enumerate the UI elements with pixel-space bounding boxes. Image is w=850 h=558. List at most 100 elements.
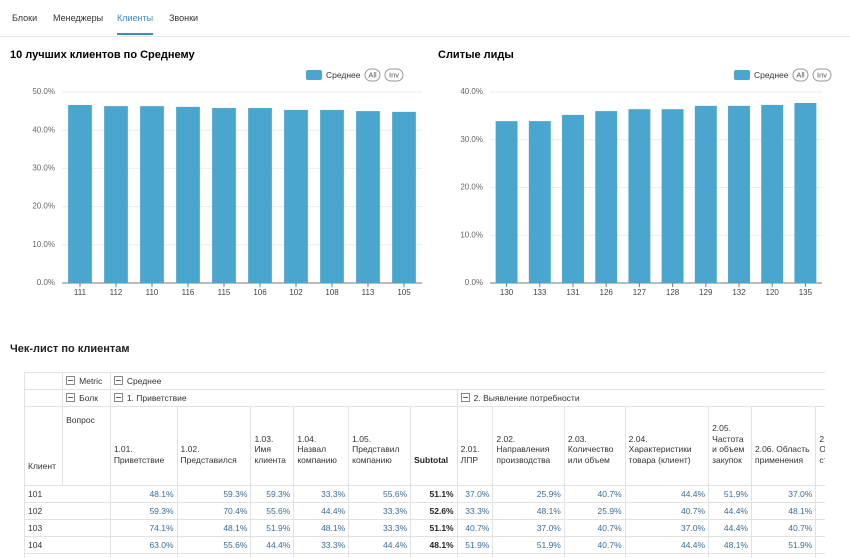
value-cell: 55.6% (250, 502, 295, 520)
value-cell-text: 51.9% (266, 523, 291, 533)
x-tick-label: 106 (253, 288, 267, 297)
value-cell-text: 37.0% (465, 489, 490, 499)
value-cell: 44.4% (708, 502, 752, 520)
x-tick-label: 102 (289, 288, 303, 297)
tab[interactable]: Блоки (12, 13, 38, 23)
value-cell: 40.7% (563, 519, 626, 537)
question-label-text: Вопрос (66, 415, 95, 425)
client-label: Клиент (24, 406, 64, 486)
value-cell-text: 59.3% (223, 489, 248, 499)
legend-button-label[interactable]: Inv (389, 70, 399, 79)
metric-label-text: Metric (79, 376, 103, 386)
column-header-text: 1.02. Представился (180, 444, 237, 465)
collapse-toggle[interactable] (113, 376, 123, 385)
bar (562, 114, 584, 283)
value-cell-text: 63.0% (149, 540, 174, 550)
legend-label: Среднее (754, 70, 789, 80)
client-label-text: Клиент (28, 460, 56, 471)
legend-button-label[interactable]: All (796, 70, 805, 79)
group-header: 2. Выявление потребности (456, 389, 825, 407)
value-cell: 44.4% (348, 536, 412, 554)
legend-button-label[interactable]: Inv (817, 70, 827, 79)
legend-button[interactable] (792, 68, 809, 82)
value-cell-text: 55.6% (266, 506, 291, 516)
value-cell: 48.1% (708, 536, 752, 554)
value-cell: 51.9% (750, 536, 817, 554)
column-header-text: 2.06. Область применения (754, 444, 810, 465)
value-cell-text: 40.7% (597, 523, 622, 533)
legend-button[interactable] (364, 68, 381, 82)
value-cell-text: 37.0% (536, 523, 561, 533)
tab[interactable]: Клиенты (117, 13, 154, 35)
column-header: 1.05. Представил компанию (348, 406, 412, 486)
column-header-text: 2.07. Оборудование и станки (819, 433, 825, 465)
tab[interactable]: Менеджеры (53, 13, 104, 23)
bar (320, 109, 344, 283)
value-cell: 37.0% (815, 485, 825, 503)
collapse-toggle[interactable] (460, 393, 470, 402)
value-cell: 37.0% (492, 519, 565, 537)
row-header-text: 104 (28, 540, 43, 550)
row-header: 102 (24, 502, 111, 520)
value-cell-text: 70.4% (223, 506, 248, 516)
value-cell: 54.8% (410, 553, 458, 558)
x-tick-label: 108 (325, 288, 339, 297)
x-tick-label: 129 (699, 288, 713, 297)
column-header: 1.04. Назвал компанию (293, 406, 350, 486)
y-tick-label: 40.0% (460, 87, 483, 96)
value-cell-text: 25.9% (536, 489, 561, 499)
value-cell-text: 33.3% (383, 506, 408, 516)
row-header: 104 (24, 536, 111, 554)
x-tick-label: 115 (218, 288, 231, 297)
value-cell: 40.7% (563, 485, 626, 503)
collapse-toggle[interactable] (66, 393, 76, 402)
value-cell-text: 37.0% (680, 523, 706, 533)
value-cell-text: 44.4% (266, 540, 291, 550)
column-header: 2.07. Оборудование и станки (815, 406, 825, 486)
value-cell: 48.1% (492, 502, 565, 520)
value-cell: 40.7% (563, 536, 626, 554)
value-cell: 37.0% (624, 519, 710, 537)
value-cell-text: 40.7% (597, 540, 622, 550)
legend-button[interactable] (384, 68, 404, 82)
bar (761, 104, 784, 283)
legend-swatch (734, 70, 750, 80)
value-cell: 44.4% (624, 536, 710, 554)
value-cell-text: 40.7% (465, 523, 490, 533)
value-cell-text: 33.3% (383, 523, 408, 533)
x-tick-label: 126 (600, 288, 614, 297)
value-cell-text: 51.9% (536, 540, 561, 550)
legend-label: Среднее (326, 70, 361, 80)
tab[interactable]: Звонки (169, 13, 199, 23)
value-cell: 59.3% (708, 553, 752, 558)
pivot-table: Metric Среднее Болк 1. Приветствие 2. Выявле… (24, 372, 825, 558)
value-cell: 44.4% (250, 536, 295, 554)
value-cell-text: 59.3% (149, 506, 174, 516)
value-cell-text: 44.4% (680, 540, 706, 550)
bar (661, 109, 684, 283)
row-header: 101 (24, 485, 111, 503)
collapse-toggle[interactable] (66, 376, 76, 385)
column-header: 2.06. Область применения (750, 406, 817, 486)
collapse-toggle[interactable] (113, 393, 123, 402)
value-cell-text: 52.6% (429, 506, 454, 516)
value-cell: 59.3% (176, 553, 252, 558)
row-header-text: 103 (28, 523, 43, 533)
legend-button[interactable] (812, 68, 832, 82)
value-cell: 44.4% (293, 502, 350, 520)
value-cell-text: 55.6% (383, 489, 408, 499)
value-cell: 44.4% (624, 485, 710, 503)
column-header-text: 1.03. Имя клиента (254, 433, 286, 465)
bar (528, 121, 551, 283)
x-tick-label: 110 (146, 288, 159, 297)
value-cell: 40.7% (750, 519, 817, 537)
group-header-text: 2. Выявление потребности (473, 393, 580, 403)
value-cell-text: 33.3% (465, 506, 490, 516)
value-cell: 59.3% (176, 485, 252, 503)
column-header-text: Subtotal (414, 454, 449, 465)
legend-button-label[interactable]: All (368, 70, 377, 79)
y-tick-label: 50.0% (32, 87, 55, 96)
metric-value: Среднее (109, 372, 825, 390)
table: Metric Среднее Болк 1. Приветствие 2. Выявле… (24, 372, 825, 558)
